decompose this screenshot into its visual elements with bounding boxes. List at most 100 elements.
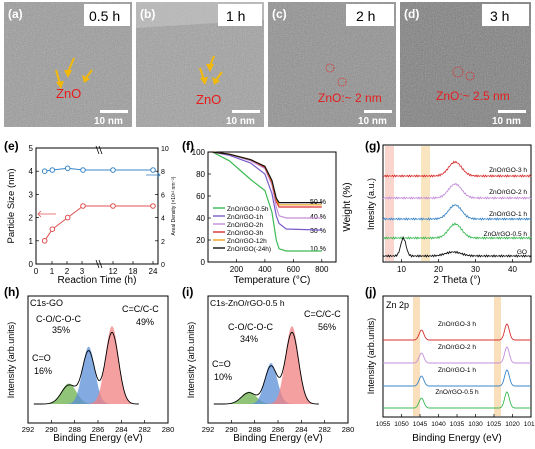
series-line xyxy=(382,160,532,178)
x-tick-label: 30 xyxy=(471,265,480,274)
y-tick-label: 20 xyxy=(196,236,205,245)
y-tick-label: 4 xyxy=(29,167,34,176)
tem-annotation-c: ZnO:~ 2 nm xyxy=(318,91,382,105)
x-tick-label: 400 xyxy=(258,265,272,274)
data-point xyxy=(150,203,156,209)
x-tick-label: 200 xyxy=(230,265,244,274)
x-tick-label: 600 xyxy=(287,265,301,274)
series-line xyxy=(382,222,532,240)
series-line xyxy=(211,151,322,252)
x-tick-label: 1020 xyxy=(505,421,520,428)
chart-h-xlabel: Binding Energy (eV) xyxy=(53,433,143,444)
scale-bar-c: 10 nm xyxy=(358,116,387,127)
legend-label: ZnO/rGO(-24h) xyxy=(227,246,271,253)
axis-arrow-icon xyxy=(146,171,161,179)
tem-time-c: 2 h xyxy=(356,8,375,24)
tga-annotation-30: 30 % xyxy=(310,228,326,235)
tem-c: (c) 2 h ZnO:~ 2 nm 10 nm xyxy=(268,2,396,127)
axis-break-icon xyxy=(95,145,103,269)
legend-label: ZnO/rGO-12h xyxy=(227,238,267,245)
peak-pct-co-i: 10% xyxy=(214,372,232,382)
x-tick-label: 282 xyxy=(318,425,331,434)
tem-a: (a) 0.5 h ZnO 10 nm xyxy=(4,2,132,127)
y2-tick-label: 2 xyxy=(161,239,165,246)
tem-annotation-b: ZnO xyxy=(196,92,221,107)
chart-e: Reaction Time (h) Particle Size (nm) Are… xyxy=(6,144,177,286)
y-tick-label: 60 xyxy=(196,192,205,201)
x-tick-label: 3 xyxy=(80,267,85,276)
chart-g-xlabel: 2 Theta (°) xyxy=(433,275,480,286)
chart-g-ylabel: Intesity (a.u.) xyxy=(366,178,376,230)
chart-j-xlabel: Binding Energy (eV) xyxy=(412,433,502,444)
series-line xyxy=(383,391,531,409)
peak-fill xyxy=(33,346,139,404)
series-line xyxy=(44,167,153,172)
y2-tick-label: 8 xyxy=(161,169,165,176)
x-tick-label: 800 xyxy=(315,265,329,274)
x-tick-label: 1025 xyxy=(487,421,502,428)
scale-bar-d: 10 nm xyxy=(492,116,521,127)
x-tick-label: 290 xyxy=(45,425,58,434)
x-tick-label: 288 xyxy=(248,425,261,434)
y-tick-label: 3 xyxy=(29,190,34,199)
x-tick-label: 1045 xyxy=(413,421,428,428)
data-point xyxy=(41,168,48,174)
x-tick-label: 286 xyxy=(272,425,285,434)
chart-j: Zn 2p Binding Energy (eV) Intensity (arb… xyxy=(366,295,535,444)
tem-time-d: 3 h xyxy=(490,8,509,24)
series-line xyxy=(382,182,532,200)
chart-h-ylabel: Intensity (arb.units) xyxy=(6,322,16,399)
peak-pct-co: 16% xyxy=(34,366,52,376)
peak-pct-cc: 49% xyxy=(136,317,154,327)
panel-label-j: (j) xyxy=(365,285,376,299)
tem-time-b: 1 h xyxy=(226,8,245,24)
peak-pct-coc: 35% xyxy=(52,325,70,335)
data-point xyxy=(49,167,56,173)
panel-label-d: (d) xyxy=(404,7,419,21)
chart-f: Temperature (°C) Weight (%) 50 % 40 % 30… xyxy=(192,148,353,286)
peak-fill xyxy=(33,326,139,404)
series-label: ZnO/rGO-0.5 h xyxy=(435,389,479,396)
x-tick-label: 1015 xyxy=(524,421,535,428)
x-tick-label: 280 xyxy=(162,425,175,434)
tga-annotation-10: 10 % xyxy=(310,246,326,253)
panel-label-b: (b) xyxy=(140,7,155,21)
chart-i-title: C1s-ZnO/rGO-0.5 h xyxy=(210,298,285,308)
series-label: ZnO/rGO-3 h xyxy=(489,167,527,174)
x-tick-label: 292 xyxy=(22,425,35,434)
series-line xyxy=(212,151,322,231)
series-label: ZnO/rGO-2 h xyxy=(438,344,476,351)
peak-label-cc: C=C/C-C xyxy=(122,304,159,314)
chart-i: C1s-ZnO/rGO-0.5 h C=O 10% C-O/C-O-C 34% … xyxy=(186,295,355,444)
peak-pct-coc-i: 34% xyxy=(240,334,258,344)
series-line xyxy=(383,346,531,364)
legend-label: ZnO/rGO-2h xyxy=(227,222,264,229)
y-tick-label: 5 xyxy=(29,144,34,153)
data-point xyxy=(110,203,116,209)
series-line xyxy=(382,204,532,221)
tem-d: (d) 3 h ZnO:~ 2.5 nm 10 nm xyxy=(400,2,531,127)
x-tick-label: 284 xyxy=(295,425,308,434)
y-tick-label: 0 xyxy=(29,260,34,269)
chart-j-title: Zn 2p xyxy=(386,300,409,310)
chart-h: C1s-GO C=O 16% C-O/C-O-C 35% C=C/C-C 49%… xyxy=(6,295,175,444)
series-label: GO xyxy=(517,249,527,256)
x-tick-label: 284 xyxy=(115,425,128,434)
x-tick-label: 280 xyxy=(342,425,355,434)
series-line xyxy=(383,369,531,387)
panel-label-i: (i) xyxy=(182,285,193,299)
legend-label: ZnO/rGO-1h xyxy=(227,214,264,221)
peak-label-co-i: C=O xyxy=(212,359,231,369)
series-label: ZnO/rGO-1 h xyxy=(438,367,476,374)
y2-tick-label: 6 xyxy=(161,192,165,199)
legend-label: ZnO/rGO-3h xyxy=(227,230,264,237)
data-point xyxy=(49,226,56,232)
series-line xyxy=(383,323,531,341)
legend-label: ZnO/rGO-0.5h xyxy=(227,206,269,213)
tem-time-a: 0.5 h xyxy=(89,8,120,24)
chart-g: 2 Theta (°) Intesity (a.u.) 10 20 30 40 ZnO/… xyxy=(366,144,532,286)
tem-annotation-d: ZnO:~ 2.5 nm xyxy=(436,89,510,103)
tem-b: (b) 1 h ZnO 10 nm xyxy=(136,2,264,127)
x-tick-label: 282 xyxy=(138,425,151,434)
